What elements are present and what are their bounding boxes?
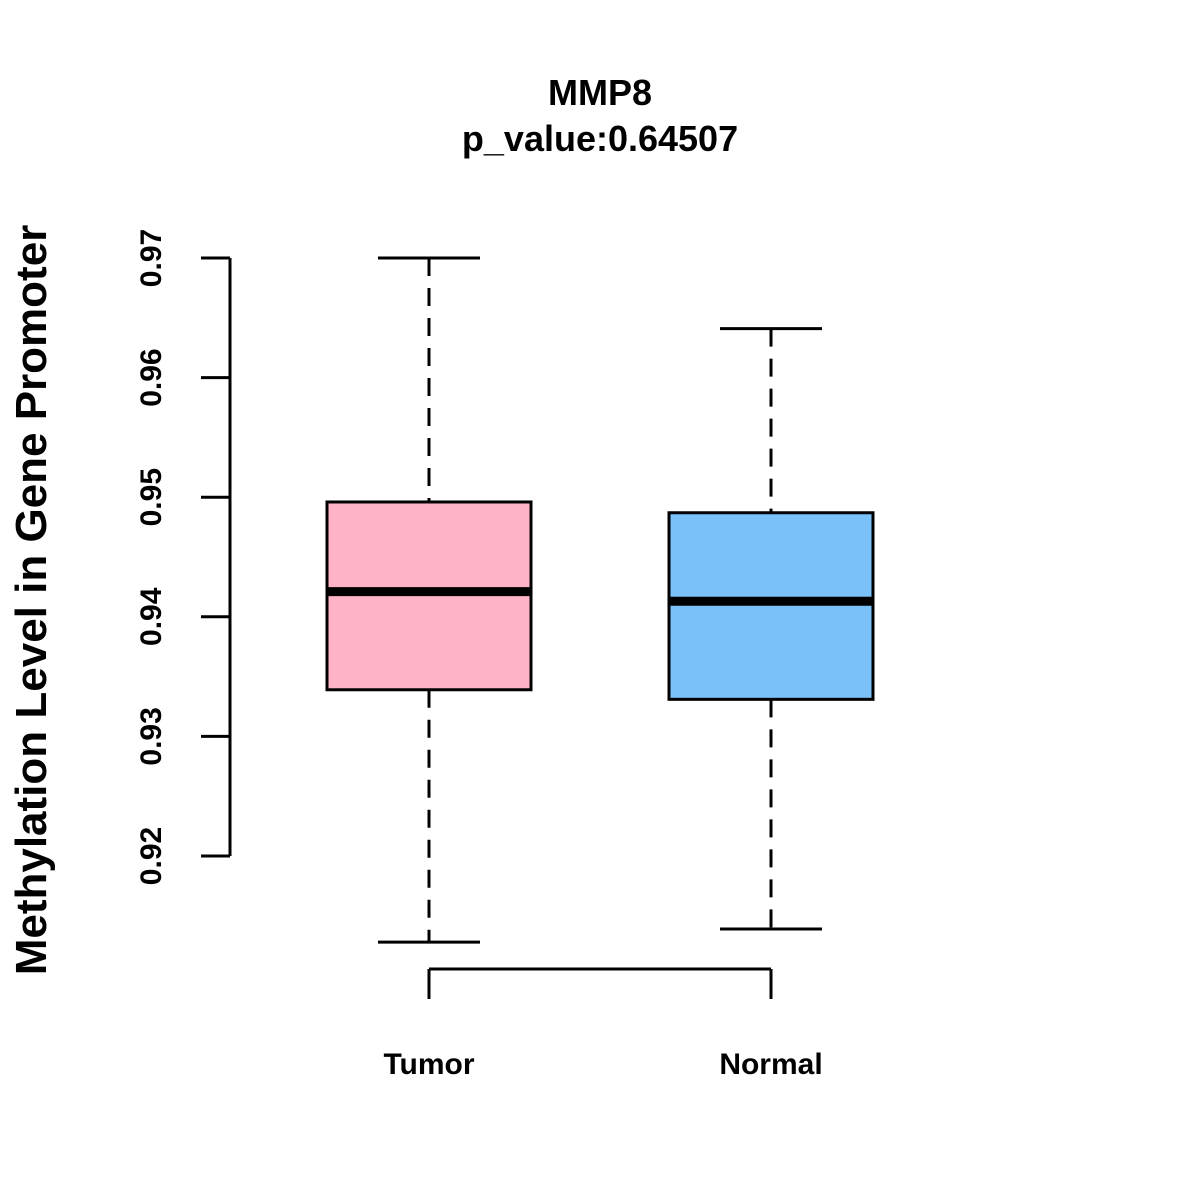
normal-box [667, 511, 875, 701]
y-tick-label-4: 0.96 [135, 348, 168, 406]
x-axis: Tumor Normal [383, 967, 823, 1081]
x-tick-label-normal: Normal [719, 1048, 822, 1081]
y-axis-label: Methylation Level in Gene Promoter [7, 225, 56, 976]
x-tick-label-tumor: Tumor [383, 1048, 474, 1081]
y-tick-label-5: 0.97 [135, 229, 168, 287]
y-tick-label-1: 0.93 [135, 707, 168, 765]
y-tick-label-0: 0.92 [135, 827, 168, 885]
box-group [325, 256, 875, 944]
chart-subtitle: p_value:0.64507 [462, 118, 738, 159]
y-axis: 0.92 0.93 0.94 0.95 0.96 0.97 [135, 229, 232, 885]
y-tick-label-3: 0.95 [135, 468, 168, 526]
y-tick-label-2: 0.94 [135, 587, 168, 646]
chart-title: MMP8 [548, 72, 652, 113]
